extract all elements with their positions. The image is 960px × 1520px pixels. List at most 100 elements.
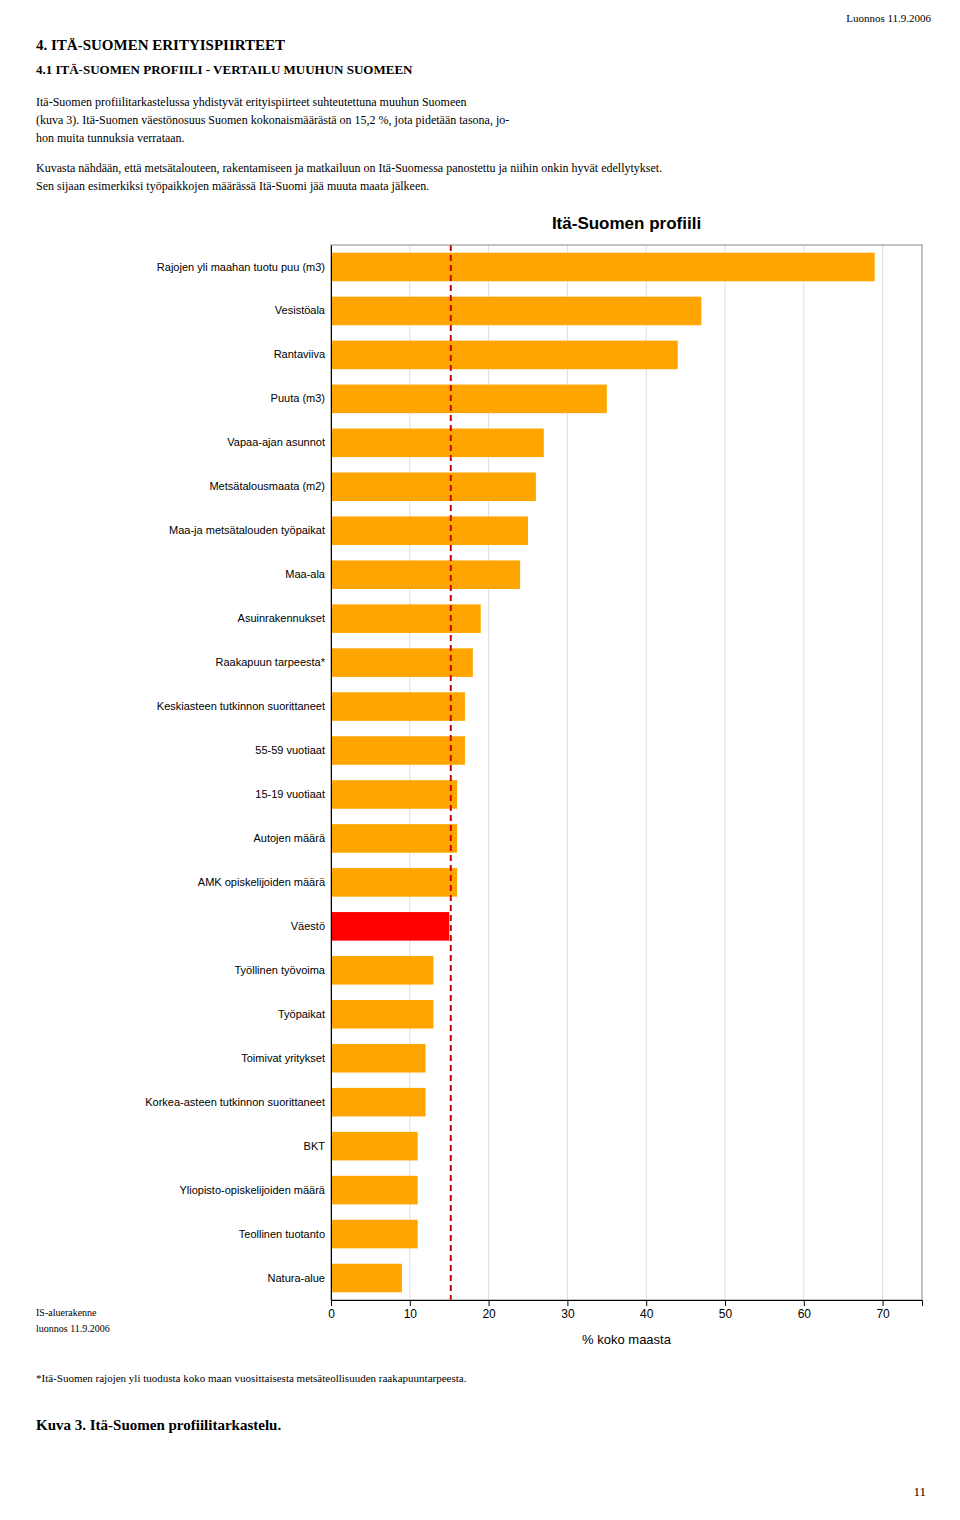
tick-label: Työllinen työvoima xyxy=(235,964,326,976)
tick: AMK opiskelijoiden määrä xyxy=(198,876,326,888)
tick-label: 20 xyxy=(482,1307,496,1321)
tick: Yliopisto-opiskelijoiden määrä xyxy=(179,1184,325,1196)
chart: Itä-Suomen profiili010203040506070% koko… xyxy=(145,214,922,1347)
tick-mark xyxy=(804,1300,805,1306)
tick-label: Natura-alue xyxy=(268,1272,325,1284)
tick-label: 30 xyxy=(561,1307,575,1321)
tick-mark xyxy=(725,1300,726,1306)
grid xyxy=(331,245,883,1300)
bar xyxy=(331,429,544,458)
tick-label: 10 xyxy=(404,1307,418,1321)
bar xyxy=(331,736,465,765)
tick-label: Vapaa-ajan asunnot xyxy=(227,436,325,448)
tick: Teollinen tuotanto xyxy=(239,1228,325,1240)
bar xyxy=(331,253,875,282)
x-axis: 0 10 20 30 40 50 60 70 xyxy=(328,1300,922,1321)
tick-label: Korkea-asteen tutkinnon suorittaneet xyxy=(145,1096,325,1108)
plot-area xyxy=(331,245,875,1300)
tick: 40 xyxy=(640,1300,654,1321)
tick-mark xyxy=(646,1300,647,1306)
bar xyxy=(331,516,528,545)
tick: 15-19 vuotiaat xyxy=(255,788,325,800)
bar xyxy=(331,1044,426,1073)
tick-label: 55-59 vuotiaat xyxy=(255,744,325,756)
tick: Autojen määrä xyxy=(253,832,325,844)
bar xyxy=(331,780,457,809)
tick-label: Autojen määrä xyxy=(253,832,325,844)
axis-line xyxy=(332,1301,923,1307)
tick-label: BKT xyxy=(304,1140,326,1152)
tick: Asuinrakennukset xyxy=(238,612,325,624)
tick-label: 0 xyxy=(328,1307,335,1321)
tick: Metsätalousmaata (m2) xyxy=(209,480,325,492)
grid-line xyxy=(725,245,726,1300)
bar xyxy=(331,1088,426,1117)
tick: Työpaikat xyxy=(278,1008,325,1020)
tick: Rantaviiva xyxy=(274,348,326,360)
bar xyxy=(331,604,481,633)
tick: 0 xyxy=(328,1300,335,1321)
body-text: (kuva 3). Itä-Suomen väestönosuus Suomen… xyxy=(36,113,509,127)
tick-label: Vesistöala xyxy=(275,304,326,316)
tick: 30 xyxy=(561,1300,575,1321)
tick-mark xyxy=(331,1300,332,1306)
bar xyxy=(331,868,457,897)
tick: Natura-alue xyxy=(268,1272,325,1284)
tick-label: 40 xyxy=(640,1307,654,1321)
tick-label: Keskiasteen tutkinnon suorittaneet xyxy=(157,700,325,712)
bar xyxy=(331,472,536,501)
tick: 55-59 vuotiaat xyxy=(255,744,325,756)
bar xyxy=(331,385,607,414)
bar xyxy=(331,824,457,853)
tick-label: Maa-ja metsätalouden työpaikat xyxy=(169,524,325,536)
tick-label: Rajojen yli maahan tuotu puu (m3) xyxy=(157,260,325,272)
bar xyxy=(331,297,701,326)
tick-label: Puuta (m3) xyxy=(271,392,325,404)
caption: Kuva 3. Itä-Suomen profiilitarkastelu. xyxy=(36,1417,281,1433)
bar xyxy=(331,648,473,677)
tick: Vesistöala xyxy=(275,304,326,316)
bar xyxy=(331,956,433,985)
tick-label: Teollinen tuotanto xyxy=(239,1228,325,1240)
bar xyxy=(331,341,678,370)
tick-label: Työpaikat xyxy=(278,1008,325,1020)
page: Luonnos 11.9.20064. ITÄ-SUOMEN ERITYISPI… xyxy=(0,0,960,1520)
tick-label: Väestö xyxy=(291,920,325,932)
tick: Maa-ala xyxy=(285,568,326,580)
tick-label: AMK opiskelijoiden määrä xyxy=(198,876,326,888)
tick: 20 xyxy=(482,1300,496,1321)
tick-label: Maa-ala xyxy=(285,568,326,580)
plot-frame xyxy=(331,245,922,1300)
tick-mark xyxy=(410,1300,411,1306)
grid-line xyxy=(882,245,883,1300)
chart-title: Itä-Suomen profiili xyxy=(552,214,701,233)
tick-mark xyxy=(567,1300,568,1306)
tick: BKT xyxy=(304,1140,326,1152)
section-title: 4. ITÄ-SUOMEN ERITYISPIIRTEET xyxy=(36,37,285,53)
body-text: Kuvasta nähdään, että metsätalouteen, ra… xyxy=(36,161,662,175)
bar xyxy=(331,1176,418,1205)
tick-mark xyxy=(489,1300,490,1306)
bar xyxy=(331,1132,418,1161)
tick: Keskiasteen tutkinnon suorittaneet xyxy=(157,700,325,712)
reference-line xyxy=(450,245,452,1300)
tick-label: Asuinrakennukset xyxy=(238,612,325,624)
grid-line xyxy=(646,245,647,1300)
axis-line xyxy=(331,246,332,1301)
tick-label: Rantaviiva xyxy=(274,348,326,360)
tick-label: 50 xyxy=(719,1307,733,1321)
body-text: Itä-Suomen profiilitarkastelussa yhdisty… xyxy=(36,95,467,109)
tick-label: 15-19 vuotiaat xyxy=(255,788,325,800)
grid-line xyxy=(803,245,804,1300)
y-axis: Rajojen yli maahan tuotu puu (m3) Vesistö… xyxy=(145,246,331,1301)
bar xyxy=(331,1264,402,1293)
tick-label: Toimivat yritykset xyxy=(241,1052,325,1064)
tick-label: 70 xyxy=(876,1307,890,1321)
page-text: Luonnos 11.9.20064. ITÄ-SUOMEN ERITYISPI… xyxy=(36,12,931,1499)
tick: Puuta (m3) xyxy=(271,392,325,404)
source-label: IS-aluerakenne xyxy=(36,1307,97,1318)
tick: 10 xyxy=(404,1300,418,1321)
tick-label: 60 xyxy=(798,1307,812,1321)
tick-mark xyxy=(883,1300,884,1306)
bar xyxy=(331,1220,418,1249)
